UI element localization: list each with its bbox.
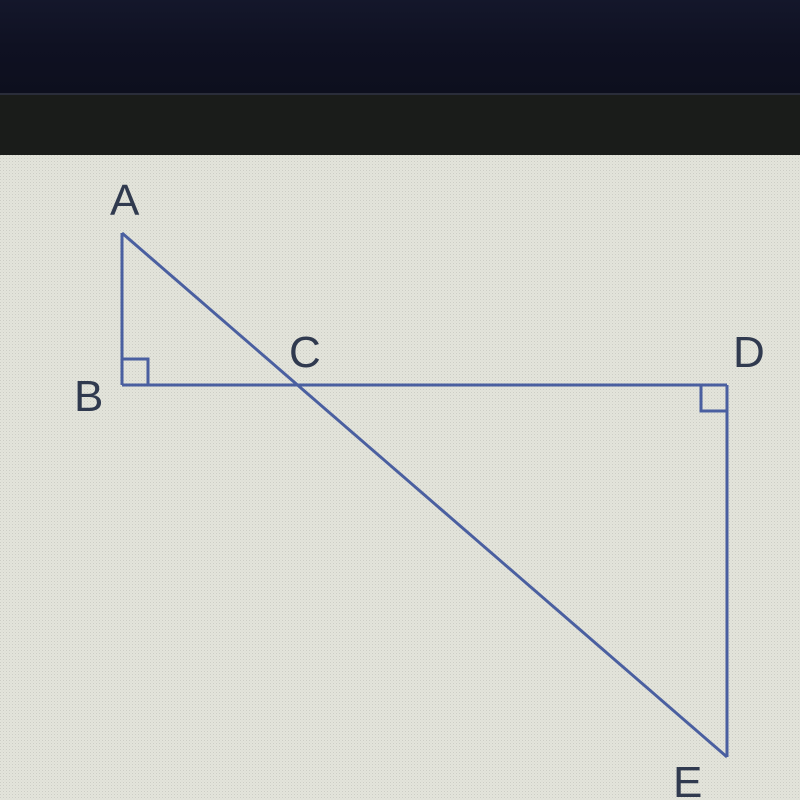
point-label-A: A	[110, 176, 140, 225]
point-label-D: D	[733, 328, 765, 377]
top-banner-dark	[0, 0, 800, 95]
right-angle-marker-B	[122, 359, 148, 385]
right-angle-marker-D	[701, 385, 727, 411]
segment-AE	[122, 233, 727, 757]
top-banner-black	[0, 95, 800, 155]
point-label-E: E	[673, 758, 702, 800]
diagram-canvas: A B C D E	[0, 155, 800, 800]
point-label-B: B	[74, 372, 103, 421]
geometry-svg: A B C D E	[0, 155, 800, 800]
point-label-C: C	[289, 328, 321, 377]
